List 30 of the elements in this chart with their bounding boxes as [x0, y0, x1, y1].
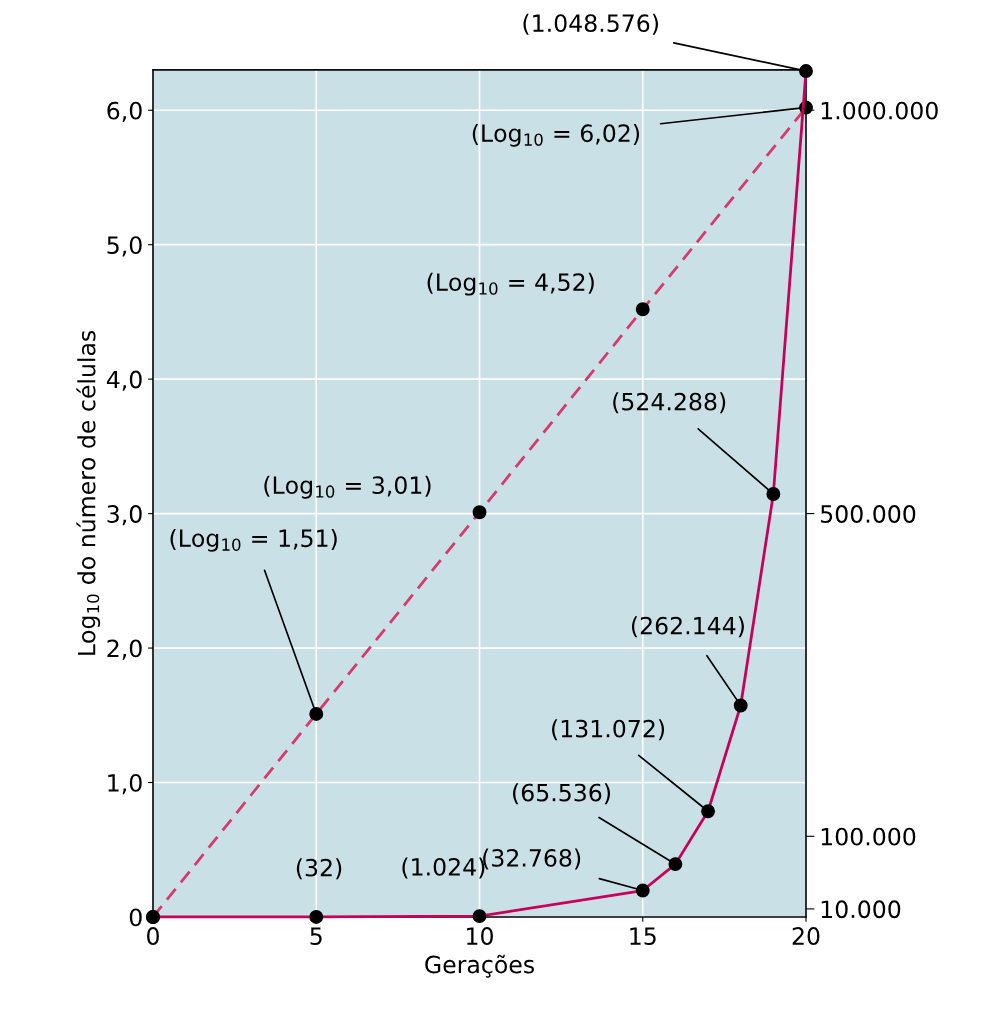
x-tick-label: 0 — [147, 927, 159, 945]
data-label: (Log$_{10}$ = 6,02) — [472, 123, 640, 147]
y-tick-label: 3,0 — [107, 505, 142, 526]
x-tick-label: 10 — [467, 927, 493, 945]
data-label: (32) — [296, 858, 342, 880]
data-label: (Log$_{10}$ = 3,01) — [264, 475, 431, 499]
data-label: (Log$_{10}$ = 1,51) — [170, 528, 337, 552]
y-tick-label: 2,0 — [107, 639, 142, 660]
x-axis-title: Gerações — [425, 954, 534, 978]
y-tick-label: 0 — [129, 908, 142, 927]
data-label: (131.072) — [552, 719, 665, 741]
y-tick-label: 4,0 — [106, 370, 142, 391]
x-tick-label: 20 — [792, 927, 820, 945]
y-tick-label: 5,0 — [107, 236, 142, 257]
data-label: (Log$_{10}$ = 4,52) — [427, 272, 594, 296]
data-label: (32.768) — [483, 848, 581, 870]
data-label: (1.048.576) — [523, 13, 658, 35]
data-label: (262.144) — [631, 616, 744, 638]
data-label: (65.536) — [513, 783, 610, 805]
x-tick-label: 5 — [310, 927, 322, 945]
x-tick-label: 15 — [630, 927, 656, 945]
y2-tick-label: 1.000.000 — [821, 101, 938, 120]
y2-tick-label: 100.000 — [821, 827, 916, 846]
y-tick-label: 1,0 — [108, 773, 142, 795]
data-label: (524.288) — [613, 392, 726, 414]
y2-tick-label: 10.000 — [821, 900, 901, 919]
y-axis-title: Log$_{10}$ do número de células — [76, 330, 101, 655]
data-label: (1.024) — [402, 857, 485, 879]
y-tick-label: 6,0 — [107, 101, 142, 122]
y2-tick-label: 500.000 — [821, 505, 916, 523]
